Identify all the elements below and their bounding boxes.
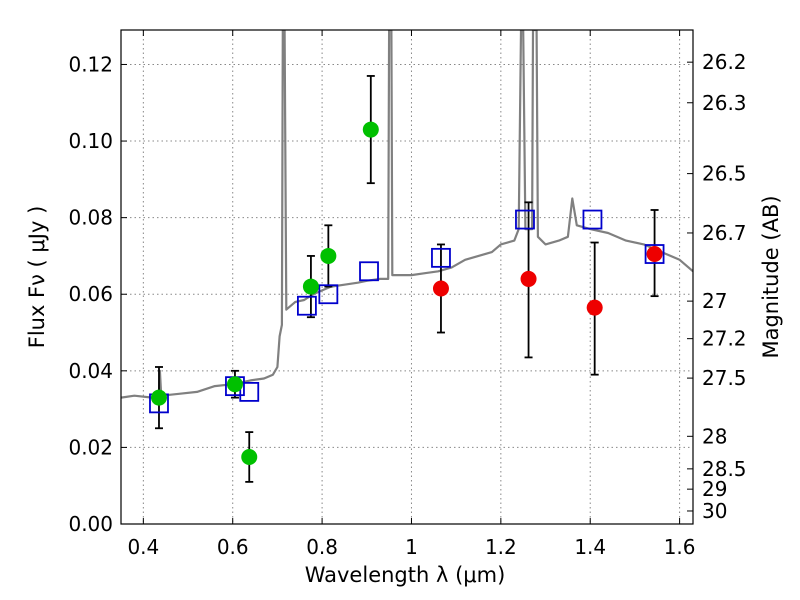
y-axis-title: Flux Fν ( μJy ) xyxy=(25,206,49,349)
model-box-point xyxy=(431,247,451,268)
y2-tick-label: 28.5 xyxy=(702,457,747,481)
tick-labels: 0.4 0.6 0.8 1 1.2 1.4 1.6 0.00 0.02 0.04 0.06 0.08 0… xyxy=(68,50,746,559)
model-box-point xyxy=(239,381,260,402)
green-data-point xyxy=(362,121,379,138)
model-box-point xyxy=(644,244,665,264)
red-data-point xyxy=(586,299,603,316)
y2-tick-label: 26.7 xyxy=(702,221,747,245)
y-tick-label: 0.04 xyxy=(68,359,113,383)
y2-tick-label: 26.2 xyxy=(702,50,747,74)
green-data-point xyxy=(320,247,337,264)
ticks xyxy=(121,30,693,525)
x-tick-label: 1.4 xyxy=(574,535,606,559)
plot-frame xyxy=(120,29,694,525)
red-data-point xyxy=(646,246,663,263)
green-data-point xyxy=(150,389,167,406)
x-tick-label: 1 xyxy=(405,535,418,559)
x-tick-label: 0.6 xyxy=(217,535,249,559)
y-tick-label: 0.00 xyxy=(68,512,113,536)
red-data-point xyxy=(432,280,449,297)
x-tick-label: 1.2 xyxy=(485,535,517,559)
y-tick-label: 0.08 xyxy=(68,206,113,230)
spectrum-line xyxy=(121,30,693,399)
x-axis-title: Wavelength λ (μm) xyxy=(305,563,506,587)
model-box-point xyxy=(359,261,379,282)
y2-tick-label: 27.5 xyxy=(702,366,747,390)
model-box-point xyxy=(318,284,339,305)
y2-tick-label: 29 xyxy=(702,477,727,501)
y2-tick-label: 26.5 xyxy=(702,162,747,186)
y2-tick-label: 27.2 xyxy=(702,327,747,351)
model-box-point xyxy=(582,209,603,230)
plot-area xyxy=(121,30,693,524)
green-data-point xyxy=(241,448,258,465)
y-tick-label: 0.02 xyxy=(68,435,113,459)
x-tick-label: 0.4 xyxy=(127,535,159,559)
y2-tick-label: 28 xyxy=(702,424,727,448)
model-box-point xyxy=(515,209,535,230)
y2-tick-label: 30 xyxy=(702,499,727,523)
model-box-point xyxy=(296,295,317,316)
y2-tick-label: 26.3 xyxy=(702,91,747,115)
data-layer xyxy=(121,30,693,399)
green-data-point xyxy=(302,278,319,295)
y2-tick-label: 27 xyxy=(702,289,727,313)
y-tick-label: 0.10 xyxy=(68,129,113,153)
x-tick-label: 1.6 xyxy=(664,535,696,559)
y-tick-label: 0.12 xyxy=(68,52,113,76)
y-tick-label: 0.06 xyxy=(68,282,113,306)
y2-axis-title: Magnitude (AB) xyxy=(759,195,783,358)
green-data-point xyxy=(226,376,243,393)
x-tick-label: 0.8 xyxy=(306,535,338,559)
red-data-point xyxy=(520,270,537,287)
error-bars xyxy=(149,75,665,483)
